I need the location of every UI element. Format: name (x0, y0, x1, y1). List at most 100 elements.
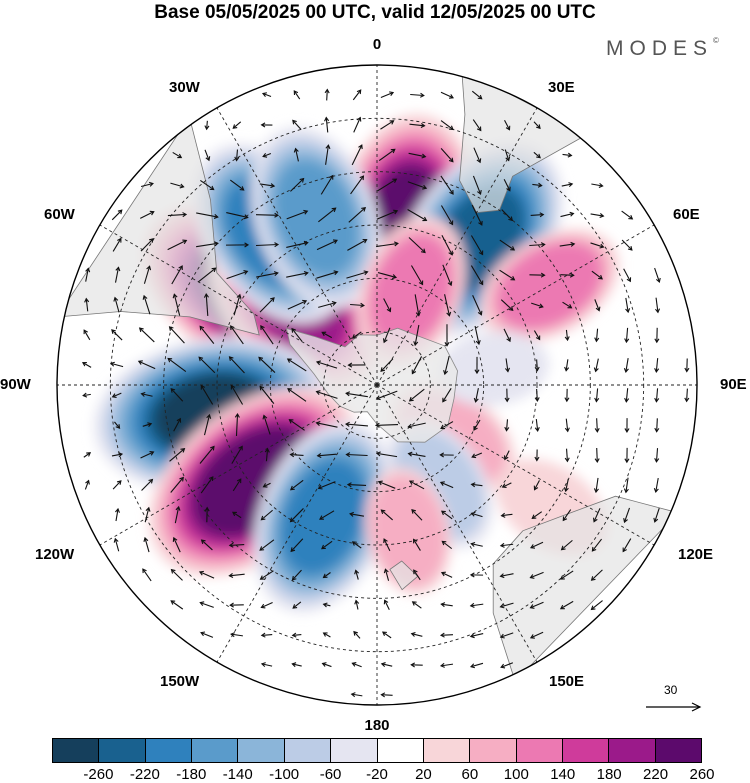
wind-vector-head (473, 397, 479, 403)
wind-vector-head (206, 413, 212, 419)
wind-vector-head (506, 337, 511, 343)
wind-vector (472, 119, 482, 131)
wind-vector-head (622, 547, 627, 553)
wind-vector-head (499, 603, 505, 609)
wind-vector-head (259, 546, 265, 551)
brand-text: MODES (606, 37, 714, 60)
wind-vector-head (302, 299, 308, 305)
wind-vector-head (413, 538, 418, 544)
wind-vector (290, 508, 304, 522)
wind-vector (444, 355, 450, 375)
wind-vector-head (354, 569, 360, 575)
wind-vector (655, 297, 659, 313)
wind-vector (170, 182, 184, 188)
wind-vector-head (599, 243, 605, 249)
wind-vector-head (260, 603, 266, 609)
wind-vector-head (411, 369, 417, 375)
wind-vector (262, 93, 272, 97)
meridian-line (376, 384, 655, 546)
wind-vector (470, 235, 484, 255)
wind-vector (199, 571, 215, 579)
wind-vector-head (623, 518, 628, 524)
wind-vector-head (510, 246, 516, 251)
wind-vector-head (536, 153, 541, 159)
wind-vector (596, 418, 598, 432)
wind-vector (384, 600, 390, 610)
wind-vector (410, 93, 424, 97)
wind-vector (144, 537, 150, 553)
wind-vector (591, 569, 603, 581)
wind-vector (533, 121, 541, 129)
wind-vector (591, 270, 603, 280)
wind-vector-head (356, 116, 362, 122)
meridian-line (216, 107, 378, 386)
wind-vector-head (167, 357, 173, 363)
wind-vector-head (508, 216, 514, 222)
reference-vector-arrow (646, 702, 702, 712)
wind-vector (440, 120, 454, 130)
wind-vector-head (360, 302, 365, 308)
wind-vector-head (109, 361, 115, 367)
wind-vector-head (410, 631, 416, 637)
wind-vector-head (260, 122, 266, 128)
wind-vector-head (236, 293, 242, 299)
wind-vector (625, 297, 629, 313)
wind-vector-head (142, 294, 148, 300)
wind-vector-head (529, 574, 535, 579)
colorbar-tick-label: 140 (550, 766, 576, 783)
wind-vector-head (383, 538, 388, 544)
wind-vector-head (333, 270, 339, 276)
wind-vector-head (149, 210, 155, 216)
wind-vector-head (499, 633, 505, 639)
wind-vector (141, 393, 153, 397)
wind-vector-head (478, 250, 484, 256)
wind-vector-head (115, 266, 121, 272)
wind-vector-head (175, 505, 181, 511)
colorbar-tick-label: -220 (129, 766, 160, 783)
wind-vector-head (529, 604, 535, 609)
wind-vector-head (299, 177, 305, 183)
wind-vector (174, 506, 180, 524)
wind-vector (111, 209, 123, 221)
wind-vector-head (415, 311, 421, 317)
wind-vector-head (353, 630, 358, 636)
wind-vector (413, 569, 421, 581)
colorbar-swatch (284, 739, 332, 762)
wind-vector-head (439, 481, 445, 486)
wind-vector (409, 388, 425, 402)
colorbar-tick-label: 100 (503, 766, 529, 783)
wind-vector (319, 510, 335, 520)
wind-vector-head (324, 88, 330, 94)
wind-vector-head (230, 384, 236, 390)
wind-vector (229, 573, 245, 577)
wind-vector (229, 544, 245, 546)
wind-vector-head (234, 156, 240, 162)
wind-vector-head (199, 325, 205, 331)
wind-vector (409, 123, 425, 127)
wind-vector (352, 541, 362, 549)
wind-vector (382, 631, 392, 639)
colorbar-swatch (562, 739, 610, 762)
wind-vector (321, 331, 333, 339)
wind-vector-head (179, 476, 184, 482)
wind-vector (111, 453, 123, 457)
anomaly-contour-fill (370, 235, 452, 348)
wind-vector-head (230, 325, 235, 331)
wind-vector (562, 153, 572, 157)
wind-vector (206, 120, 208, 130)
wind-vector-head (447, 281, 453, 287)
wind-vector-head (178, 265, 183, 271)
wind-vector-head (594, 427, 600, 433)
wind-vector-head (332, 239, 338, 244)
wind-vector-head (321, 662, 327, 667)
wind-vector (229, 356, 245, 374)
wind-vector (381, 509, 393, 521)
wind-vector-head (331, 300, 337, 306)
wind-vector-head (374, 422, 380, 428)
wind-vector (345, 423, 369, 427)
wind-vector (625, 388, 629, 402)
wind-vector-head (654, 397, 660, 403)
wind-vector-head (356, 89, 362, 95)
wind-vector-head (478, 280, 484, 286)
wind-vector (265, 448, 269, 462)
